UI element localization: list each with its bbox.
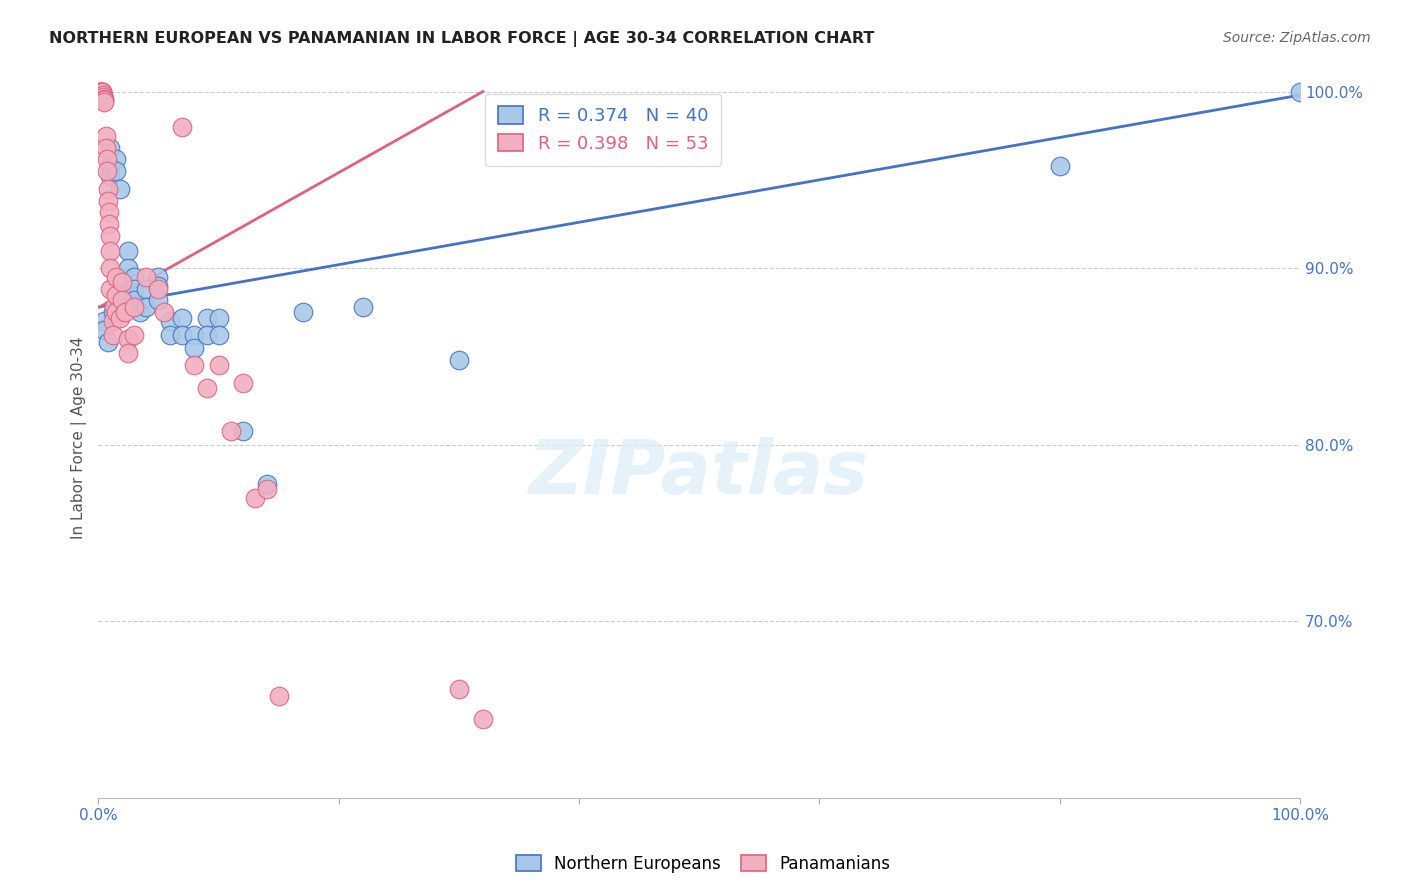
Point	[89, 85, 111, 99]
Point	[135, 300, 157, 314]
Point	[101, 314, 124, 328]
Legend: Northern Europeans, Panamanians: Northern Europeans, Panamanians	[509, 848, 897, 880]
Point	[98, 169, 121, 184]
Point	[172, 328, 194, 343]
Point	[243, 491, 266, 505]
Point	[91, 90, 114, 104]
Point	[256, 482, 278, 496]
Point	[471, 712, 494, 726]
Point	[91, 85, 114, 99]
Point	[98, 159, 121, 173]
Point	[101, 328, 124, 343]
Point	[117, 346, 139, 360]
Point	[207, 310, 229, 325]
Point	[183, 328, 205, 343]
Text: NORTHERN EUROPEAN VS PANAMANIAN IN LABOR FORCE | AGE 30-34 CORRELATION CHART: NORTHERN EUROPEAN VS PANAMANIAN IN LABOR…	[49, 31, 875, 47]
Text: ZIPatlas: ZIPatlas	[529, 437, 869, 510]
Point	[97, 335, 120, 350]
Point	[256, 476, 278, 491]
Point	[105, 164, 128, 178]
Point	[183, 359, 205, 373]
Point	[153, 305, 176, 319]
Point	[114, 305, 136, 319]
Point	[91, 88, 114, 103]
Point	[1289, 85, 1312, 99]
Point	[352, 300, 374, 314]
Point	[159, 328, 181, 343]
Point	[172, 120, 194, 134]
Point	[148, 282, 170, 296]
Point	[93, 92, 115, 106]
Point	[98, 261, 121, 276]
Point	[117, 244, 139, 258]
Point	[91, 85, 114, 99]
Point	[96, 152, 118, 166]
Point	[101, 305, 124, 319]
Point	[98, 204, 121, 219]
Point	[89, 85, 111, 99]
Point	[97, 194, 120, 208]
Point	[183, 341, 205, 355]
Point	[98, 217, 121, 231]
Point	[93, 95, 115, 110]
Point	[447, 681, 470, 696]
Point	[148, 293, 170, 307]
Point	[111, 287, 134, 301]
Point	[111, 270, 134, 285]
Point	[267, 689, 290, 703]
Point	[90, 85, 112, 99]
Point	[232, 376, 254, 390]
Point	[124, 328, 146, 343]
Point	[90, 85, 112, 99]
Point	[108, 182, 131, 196]
Point	[207, 359, 229, 373]
Point	[94, 141, 117, 155]
Point	[97, 182, 120, 196]
Point	[98, 229, 121, 244]
Point	[105, 287, 128, 301]
Point	[207, 328, 229, 343]
Point	[447, 353, 470, 368]
Point	[93, 323, 115, 337]
Point	[103, 300, 125, 314]
Point	[94, 128, 117, 143]
Point	[111, 276, 134, 290]
Point	[124, 293, 146, 307]
Y-axis label: In Labor Force | Age 30-34: In Labor Force | Age 30-34	[72, 336, 87, 539]
Point	[195, 328, 218, 343]
Point	[1049, 159, 1071, 173]
Point	[124, 270, 146, 285]
Point	[219, 424, 242, 438]
Point	[98, 282, 121, 296]
Text: Source: ZipAtlas.com: Source: ZipAtlas.com	[1223, 31, 1371, 45]
Point	[129, 305, 152, 319]
Point	[105, 270, 128, 285]
Point	[117, 261, 139, 276]
Point	[232, 424, 254, 438]
Point	[291, 305, 314, 319]
Point	[98, 244, 121, 258]
Point	[135, 282, 157, 296]
Point	[91, 85, 114, 99]
Point	[124, 300, 146, 314]
Point	[148, 270, 170, 285]
Point	[98, 141, 121, 155]
Point	[172, 310, 194, 325]
Point	[93, 94, 115, 108]
Point	[105, 152, 128, 166]
Point	[135, 270, 157, 285]
Point	[111, 293, 134, 307]
Point	[195, 310, 218, 325]
Point	[105, 305, 128, 319]
Point	[148, 278, 170, 293]
Point	[195, 381, 218, 395]
Point	[93, 314, 115, 328]
Point	[89, 85, 111, 99]
Point	[96, 164, 118, 178]
Point	[108, 310, 131, 325]
Point	[124, 282, 146, 296]
Point	[117, 332, 139, 346]
Point	[159, 314, 181, 328]
Legend: R = 0.374   N = 40, R = 0.398   N = 53: R = 0.374 N = 40, R = 0.398 N = 53	[485, 94, 721, 166]
